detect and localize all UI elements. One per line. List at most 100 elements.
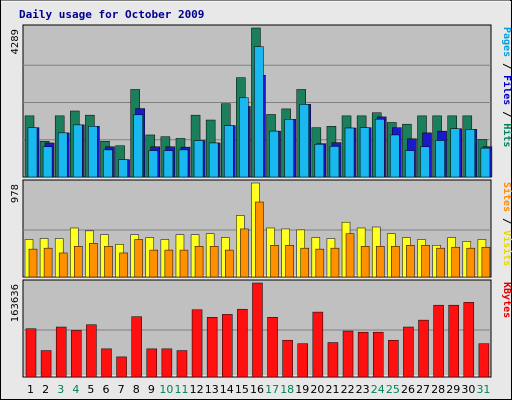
bar-sites-day-5: [89, 243, 98, 278]
bar-pages-day-14: [224, 125, 234, 178]
bar-pages-day-4: [73, 124, 83, 178]
bar-pages-day-31: [480, 147, 491, 178]
bar-sites-day-1: [28, 248, 38, 278]
chart-panels: 4289 Pages / Files / Hits 978 Sites / Visit…: [10, 24, 512, 378]
bar-pages-day-9: [148, 150, 159, 178]
bar-kbytes-day-15: [237, 308, 248, 378]
day-label-28: 28: [431, 383, 445, 396]
bar-sites-day-2: [43, 247, 53, 278]
day-label-7: 7: [118, 383, 125, 396]
day-label-21: 21: [325, 383, 339, 396]
day-label-31: 31: [476, 383, 490, 396]
bar-sites-day-25: [391, 245, 400, 278]
day-label-8: 8: [133, 383, 140, 396]
y-axis-max-label-0: 4289: [10, 29, 21, 54]
bar-kbytes-day-2: [40, 350, 52, 378]
legend-part-1-2: Visits: [501, 230, 512, 266]
bar-pages-day-26: [405, 150, 415, 178]
day-label-10: 10: [159, 383, 173, 396]
bar-kbytes-day-1: [25, 328, 37, 378]
bar-kbytes-day-9: [146, 348, 158, 378]
bar-sites-day-20: [315, 248, 325, 278]
bar-pages-day-11: [178, 149, 189, 178]
legend-part-1-1: /: [501, 212, 512, 230]
bar-sites-day-26: [406, 245, 415, 278]
bar-kbytes-day-24: [372, 331, 384, 378]
bar-kbytes-day-12: [191, 309, 203, 378]
day-label-3: 3: [57, 383, 64, 396]
day-label-19: 19: [295, 383, 309, 396]
bar-pages-day-10: [163, 150, 174, 178]
chart-title: Daily usage for October 2009: [19, 8, 204, 21]
day-label-23: 23: [356, 383, 370, 396]
day-label-25: 25: [386, 383, 400, 396]
legend-part-2-0: KBytes: [501, 282, 512, 318]
bar-sites-day-7: [119, 252, 128, 278]
bar-kbytes-day-5: [86, 324, 97, 378]
bar-pages-day-6: [103, 149, 113, 178]
day-label-24: 24: [371, 383, 385, 396]
bar-kbytes-day-4: [71, 330, 82, 378]
bar-kbytes-day-20: [312, 311, 324, 378]
day-label-17: 17: [265, 383, 279, 396]
bar-kbytes-day-16: [252, 282, 263, 378]
bar-kbytes-day-17: [267, 317, 278, 378]
bar-sites-day-29: [451, 246, 460, 278]
day-label-13: 13: [205, 383, 219, 396]
bar-sites-day-30: [466, 247, 476, 278]
bar-pages-day-3: [57, 132, 68, 178]
legend-part-0-0: Pages: [501, 27, 512, 57]
bar-sites-day-19: [300, 247, 309, 278]
bar-pages-day-13: [208, 142, 219, 178]
bar-kbytes-day-31: [478, 343, 490, 378]
bar-sites-day-14: [225, 249, 234, 278]
bar-sites-day-9: [149, 249, 159, 278]
bar-sites-day-11: [179, 249, 189, 278]
bar-pages-day-8: [133, 114, 143, 178]
bar-sites-day-12: [194, 245, 204, 278]
day-label-14: 14: [220, 383, 234, 396]
day-label-26: 26: [401, 383, 415, 396]
day-label-5: 5: [87, 383, 94, 396]
y-axis-max-label-2: 163636: [10, 284, 21, 322]
day-label-11: 11: [175, 383, 189, 396]
legend-label-1: Sites / Visits: [501, 182, 512, 266]
y-axis-max-label-1: 978: [10, 184, 21, 203]
bar-kbytes-day-29: [448, 304, 459, 378]
legend-part-0-3: /: [501, 105, 512, 123]
bar-pages-day-30: [465, 129, 476, 178]
day-label-6: 6: [103, 383, 110, 396]
bar-sites-day-21: [330, 247, 340, 278]
bar-sites-day-6: [104, 245, 113, 278]
bar-kbytes-day-25: [388, 339, 399, 378]
bar-pages-day-2: [42, 146, 53, 178]
day-label-12: 12: [190, 383, 204, 396]
legend-part-0-1: /: [501, 57, 512, 75]
day-label-9: 9: [148, 383, 155, 396]
bar-kbytes-day-30: [463, 302, 475, 378]
bar-kbytes-day-23: [357, 331, 369, 378]
bar-pages-day-12: [193, 140, 204, 178]
bar-pages-day-29: [450, 128, 460, 178]
bar-kbytes-day-26: [403, 326, 414, 378]
bar-sites-day-8: [134, 239, 143, 278]
day-label-15: 15: [235, 383, 249, 396]
bar-sites-day-3: [58, 252, 68, 278]
bar-pages-day-15: [239, 97, 249, 178]
bar-pages-day-25: [390, 134, 400, 178]
legend-part-0-2: Files: [501, 75, 512, 105]
bar-kbytes-day-13: [206, 317, 218, 378]
bar-pages-day-22: [344, 127, 355, 178]
legend-label-0: Pages / Files / Hits: [501, 27, 512, 147]
bar-sites-day-13: [209, 245, 219, 278]
bar-kbytes-day-7: [116, 356, 127, 378]
day-label-1: 1: [27, 383, 34, 396]
panel-0: 4289 Pages / Files / Hits: [10, 24, 512, 178]
bar-pages-day-5: [88, 126, 98, 178]
bar-kbytes-day-27: [418, 319, 429, 378]
bar-pages-day-20: [314, 144, 325, 178]
bar-pages-day-23: [359, 127, 370, 178]
bar-pages-day-28: [435, 140, 445, 178]
day-label-4: 4: [72, 383, 79, 396]
